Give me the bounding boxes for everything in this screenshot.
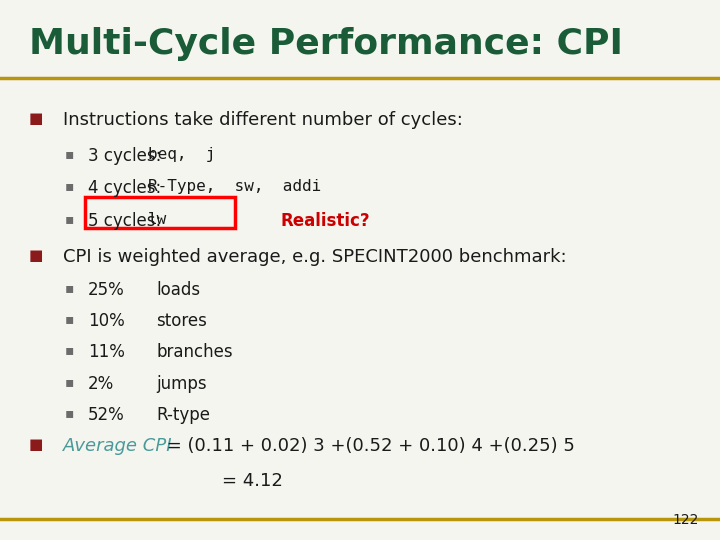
Text: lw: lw xyxy=(148,212,167,227)
Text: Realistic?: Realistic? xyxy=(281,212,370,230)
Text: = (0.11 + 0.02) 3 +(0.52 + 0.10) 4 +(0.25) 5: = (0.11 + 0.02) 3 +(0.52 + 0.10) 4 +(0.2… xyxy=(161,437,575,455)
Text: R-Type,  sw,  addi: R-Type, sw, addi xyxy=(148,179,321,194)
Text: 11%: 11% xyxy=(88,343,125,361)
Text: beq,  j: beq, j xyxy=(148,147,215,162)
Text: 52%: 52% xyxy=(88,406,125,424)
Text: ▪: ▪ xyxy=(65,375,74,389)
Text: ▪: ▪ xyxy=(65,179,74,193)
Text: stores: stores xyxy=(156,312,207,330)
Text: Average CPI: Average CPI xyxy=(63,437,173,455)
Text: Multi-Cycle Performance: CPI: Multi-Cycle Performance: CPI xyxy=(29,27,623,61)
Text: 122: 122 xyxy=(672,512,698,526)
Text: ▪: ▪ xyxy=(65,406,74,420)
Text: CPI is weighted average, e.g. SPECINT2000 benchmark:: CPI is weighted average, e.g. SPECINT200… xyxy=(63,248,567,266)
Text: 4 cycles:: 4 cycles: xyxy=(88,179,166,197)
Text: ■: ■ xyxy=(29,111,43,126)
Text: ▪: ▪ xyxy=(65,312,74,326)
Text: = 4.12: = 4.12 xyxy=(222,472,283,490)
Text: jumps: jumps xyxy=(156,375,207,393)
Text: 10%: 10% xyxy=(88,312,125,330)
Text: 2%: 2% xyxy=(88,375,114,393)
Text: R-type: R-type xyxy=(156,406,210,424)
Text: ▪: ▪ xyxy=(65,212,74,226)
Text: 3 cycles:: 3 cycles: xyxy=(88,147,166,165)
Text: ■: ■ xyxy=(29,248,43,264)
Text: ▪: ▪ xyxy=(65,343,74,357)
Text: branches: branches xyxy=(156,343,233,361)
Text: Instructions take different number of cycles:: Instructions take different number of cy… xyxy=(63,111,463,129)
Text: ■: ■ xyxy=(29,437,43,453)
Text: 25%: 25% xyxy=(88,281,125,299)
Text: 5 cycles:: 5 cycles: xyxy=(88,212,166,230)
Text: ▪: ▪ xyxy=(65,281,74,295)
Text: loads: loads xyxy=(156,281,200,299)
Text: ▪: ▪ xyxy=(65,147,74,161)
